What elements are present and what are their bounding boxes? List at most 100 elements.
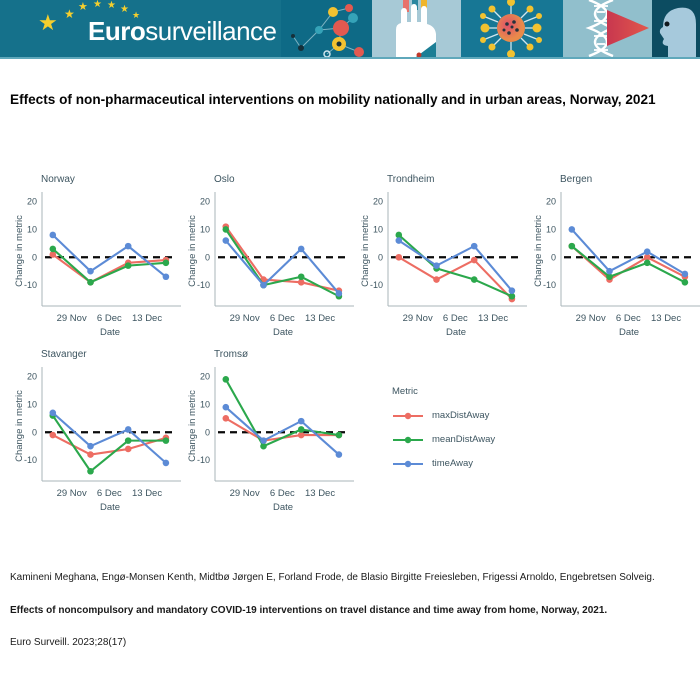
logo-segment: ★ ★ ★ ★ ★ ★ ★ Eurosurveillance bbox=[0, 0, 281, 57]
data-point-maxDistAway bbox=[222, 415, 230, 422]
x-tick-label: 13 Dec bbox=[305, 488, 335, 499]
y-axis-title: Change in metric bbox=[14, 215, 25, 287]
data-point-timeAway bbox=[335, 451, 343, 458]
panel-title: Oslo bbox=[214, 174, 235, 185]
legend-label: timeAway bbox=[432, 458, 474, 469]
data-point-timeAway bbox=[568, 226, 576, 233]
data-point-maxDistAway bbox=[124, 445, 132, 453]
hand-icon bbox=[396, 0, 436, 57]
line-chart: 20 10 0 -10 29 Nov 6 Dec 13 Dec Date Change in m… bbox=[187, 367, 354, 513]
x-tick-label: 13 Dec bbox=[132, 488, 162, 499]
x-axis-title: Date bbox=[100, 502, 120, 513]
line-chart: 20 10 0 -10 29 Nov 6 Dec 13 Dec Date Change in m… bbox=[360, 192, 527, 338]
x-tick-label: 29 Nov bbox=[403, 313, 433, 324]
data-point-timeAway bbox=[49, 231, 57, 239]
data-point-meanDistAway bbox=[470, 276, 478, 283]
chart-panel-norway: Norway 20 10 0 -10 29 Nov 6 Dec 13 Dec Date Chan… bbox=[13, 174, 181, 340]
data-point-meanDistAway bbox=[297, 426, 305, 433]
line-chart: 20 10 0 -10 29 Nov 6 Dec 13 Dec Date Change in m… bbox=[187, 192, 354, 338]
data-point-timeAway bbox=[297, 245, 305, 253]
x-axis-title: Date bbox=[273, 502, 293, 513]
y-axis-title: Change in metric bbox=[533, 215, 544, 287]
legend-label: maxDistAway bbox=[432, 410, 490, 421]
x-tick-label: 6 Dec bbox=[270, 488, 295, 499]
y-tick-label: 20 bbox=[200, 372, 210, 382]
data-point-timeAway bbox=[49, 409, 57, 417]
data-point-meanDistAway bbox=[508, 292, 516, 300]
y-tick-label: 10 bbox=[27, 224, 37, 234]
network-segment bbox=[281, 0, 372, 57]
legend-label: meanDistAway bbox=[432, 434, 496, 445]
legend-item-timeaway: timeAway bbox=[392, 458, 495, 469]
y-tick-label: 10 bbox=[373, 224, 383, 234]
x-tick-label: 6 Dec bbox=[616, 313, 641, 324]
data-point-timeAway bbox=[395, 237, 403, 244]
virus-icon bbox=[480, 0, 542, 57]
data-point-timeAway bbox=[124, 426, 132, 433]
line-chart: 20 10 0 -10 29 Nov 6 Dec 13 Dec Date Change in m… bbox=[14, 367, 181, 513]
series-line-meanDistAway bbox=[398, 234, 513, 298]
header-banner: ★ ★ ★ ★ ★ ★ ★ Eurosurveillance bbox=[0, 0, 700, 57]
data-point-timeAway bbox=[222, 403, 230, 411]
data-point-meanDistAway bbox=[606, 273, 613, 281]
citation-title: Effects of noncompulsory and mandatory C… bbox=[10, 604, 608, 616]
head-profile-icon bbox=[659, 7, 696, 57]
x-axis-title: Date bbox=[273, 327, 293, 338]
y-tick-label: -10 bbox=[24, 455, 37, 465]
data-point-meanDistAway bbox=[335, 431, 343, 439]
legend-title: Metric bbox=[392, 386, 418, 397]
y-tick-label: 20 bbox=[373, 197, 383, 207]
x-tick-label: 13 Dec bbox=[132, 313, 162, 324]
x-tick-label: 13 Dec bbox=[305, 313, 335, 324]
data-point-meanDistAway bbox=[87, 279, 94, 286]
data-point-meanDistAway bbox=[643, 259, 651, 267]
y-tick-label: -10 bbox=[543, 280, 556, 290]
y-tick-label: 20 bbox=[27, 372, 37, 382]
legend-marker-icon bbox=[393, 460, 423, 467]
data-point-meanDistAway bbox=[395, 231, 403, 239]
series-line-meanDistAway bbox=[571, 245, 686, 284]
line-chart: 20 10 0 -10 29 Nov 6 Dec 13 Dec Date Change in m… bbox=[14, 192, 181, 338]
data-point-timeAway bbox=[433, 262, 440, 269]
chart-panel-bergen: Bergen 20 10 0 -10 29 Nov 6 Dec 13 Dec Date Chan… bbox=[532, 174, 700, 340]
data-point-maxDistAway bbox=[49, 431, 57, 439]
legend-marker-icon bbox=[393, 412, 423, 419]
y-tick-label: 20 bbox=[546, 197, 556, 207]
chart-panel-trondheim: Trondheim 20 10 0 -10 29 Nov 6 Dec 13 Dec Date C… bbox=[359, 174, 527, 340]
journal-reference: Euro Surveill. 2023;28(17) bbox=[10, 637, 127, 648]
y-tick-label: 0 bbox=[551, 252, 556, 262]
series-line-meanDistAway bbox=[51, 414, 166, 473]
dna-icon bbox=[585, 0, 649, 57]
x-tick-label: 29 Nov bbox=[57, 313, 87, 324]
data-point-maxDistAway bbox=[433, 276, 440, 283]
data-point-maxDistAway bbox=[297, 279, 305, 286]
panel-title: Stavanger bbox=[41, 349, 87, 360]
y-tick-label: -10 bbox=[24, 280, 37, 290]
network-icon bbox=[291, 4, 364, 57]
virus-segment bbox=[461, 0, 563, 57]
legend-item-maxdistaway: maxDistAway bbox=[392, 410, 495, 421]
eurosurveillance-logo: Eurosurveillance bbox=[88, 16, 277, 46]
panel-title: Trondheim bbox=[387, 174, 435, 185]
x-tick-label: 6 Dec bbox=[443, 313, 468, 324]
y-tick-label: 10 bbox=[200, 399, 210, 409]
head-segment bbox=[652, 0, 700, 57]
y-tick-label: -10 bbox=[197, 280, 210, 290]
panel-title: Tromsø bbox=[214, 349, 249, 360]
data-point-meanDistAway bbox=[162, 259, 170, 267]
x-tick-label: 6 Dec bbox=[270, 313, 295, 324]
x-axis-title: Date bbox=[619, 327, 639, 338]
x-tick-label: 6 Dec bbox=[97, 488, 122, 499]
hand-segment bbox=[372, 0, 461, 57]
data-point-timeAway bbox=[606, 267, 613, 275]
panel-title: Norway bbox=[41, 174, 75, 185]
series-line-timeAway bbox=[224, 239, 340, 295]
series-line-timeAway bbox=[571, 228, 686, 275]
data-point-meanDistAway bbox=[222, 226, 230, 233]
data-point-meanDistAway bbox=[124, 262, 132, 269]
x-tick-label: 29 Nov bbox=[230, 488, 260, 499]
y-tick-label: 0 bbox=[32, 252, 37, 262]
y-axis-title: Change in metric bbox=[14, 390, 25, 462]
series-line-timeAway bbox=[52, 234, 167, 278]
data-point-maxDistAway bbox=[297, 431, 305, 439]
